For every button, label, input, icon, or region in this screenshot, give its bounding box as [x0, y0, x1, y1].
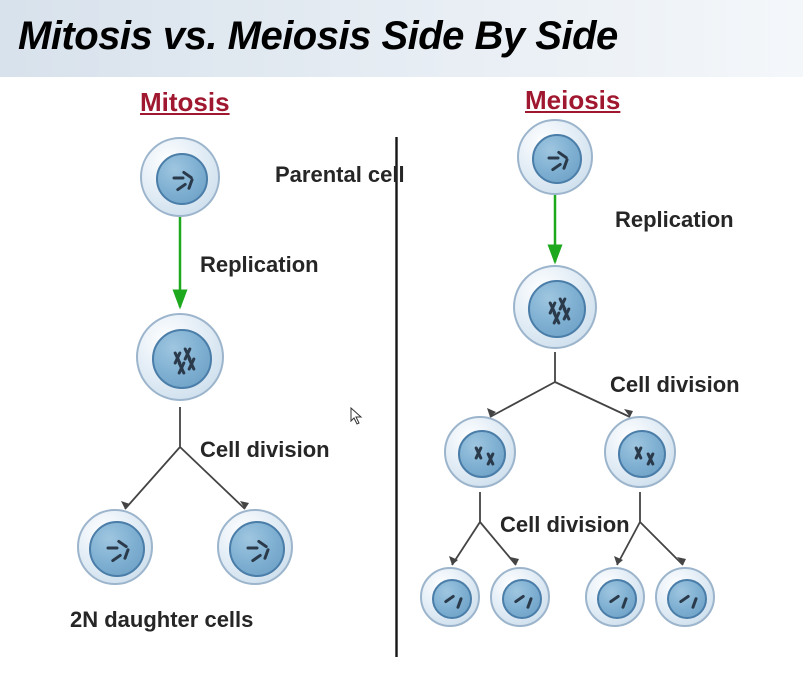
- mitosis-nucleus-daughter2: [229, 521, 285, 577]
- meiosis-nucleus-inter2: [618, 430, 666, 478]
- mitosis-cell-daughter2: [217, 509, 293, 585]
- meiosis-cell-inter2: [604, 416, 676, 488]
- meiosis-cell-f3: [585, 567, 645, 627]
- mitosis-nucleus-replicated: [152, 329, 212, 389]
- mitosis-cell-daughter1: [77, 509, 153, 585]
- meiosis-cell-replicated: [513, 265, 597, 349]
- mitosis-nucleus-daughter1: [89, 521, 145, 577]
- mitosis-cell-replicated: [136, 313, 224, 401]
- meiosis-nucleus-inter1: [458, 430, 506, 478]
- meiosis-nucleus-f2: [502, 579, 542, 619]
- meiosis-cell-inter1: [444, 416, 516, 488]
- meiosis-cell-parent: [517, 119, 593, 195]
- meiosis-nucleus-parent: [532, 134, 582, 184]
- header-bar: Mitosis vs. Meiosis Side By Side: [0, 0, 803, 77]
- meiosis-nucleus-f3: [597, 579, 637, 619]
- cursor-icon: [350, 407, 364, 430]
- meiosis-cell-f4: [655, 567, 715, 627]
- mitosis-cell-parent: [140, 137, 220, 217]
- diagram-area: Mitosis Meiosis Parental cell Replicatio…: [0, 77, 803, 667]
- page-title: Mitosis vs. Meiosis Side By Side: [18, 14, 785, 59]
- meiosis-nucleus-f4: [667, 579, 707, 619]
- meiosis-nucleus-replicated: [528, 280, 586, 338]
- meiosis-nucleus-f1: [432, 579, 472, 619]
- mitosis-nucleus-parent: [156, 153, 208, 205]
- meiosis-cell-f1: [420, 567, 480, 627]
- meiosis-cell-f2: [490, 567, 550, 627]
